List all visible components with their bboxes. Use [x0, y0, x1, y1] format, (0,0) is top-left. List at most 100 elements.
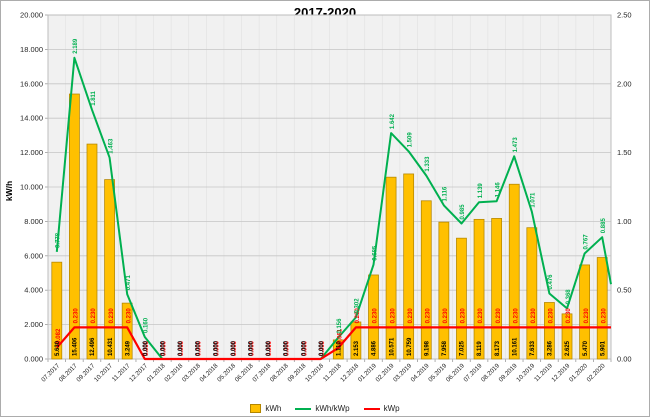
kwh-per-kwp-value-label: 1.071 — [531, 192, 537, 208]
kwp-value-label: 0.082 — [56, 328, 62, 344]
kwp-value-label: 0.000 — [232, 340, 238, 356]
y-axis-tick-label: 6.000 — [24, 251, 43, 260]
kwp-value-label: 0.000 — [214, 340, 220, 356]
right-axis-tick-label: 1.50 — [617, 148, 632, 157]
bar-value-label: 0.000 — [143, 340, 149, 356]
y-axis-tick-label: 8.000 — [24, 217, 43, 226]
bar-kwh — [526, 227, 538, 360]
bar-value-label: 12.496 — [90, 337, 96, 356]
bar-value-label: 9.198 — [424, 340, 430, 356]
kwp-value-label: 0.000 — [285, 340, 291, 356]
bar-kwh — [104, 179, 115, 360]
bar-value-label: 10.161 — [512, 337, 518, 356]
bar-kwh — [403, 173, 415, 360]
bar-kwh — [491, 218, 503, 360]
bar-value-label: 2.625 — [565, 340, 571, 356]
kwh-per-kwp-value-label: 0.985 — [460, 204, 466, 220]
kwp-value-label: 0.000 — [179, 340, 185, 356]
kwp-value-label: 0.230 — [109, 308, 115, 324]
right-axis-tick-label: 1.00 — [617, 217, 632, 226]
kwp-value-label: 0.000 — [197, 340, 203, 356]
bar-value-label: 7.025 — [460, 340, 466, 356]
bar-value-label: 8.173 — [495, 340, 501, 356]
bar-value-label: 0.000 — [266, 340, 272, 356]
legend-label: kWh — [265, 404, 282, 413]
x-axis-label: 10.2019 — [515, 362, 536, 383]
bar-kwh — [596, 257, 608, 360]
legend-label: kWh/kWp — [315, 404, 350, 413]
right-axis-tick-label: 2.50 — [617, 11, 632, 20]
kwh-per-kwp-value-label: 0.368 — [566, 289, 572, 305]
bar-value-label: 15.406 — [73, 337, 79, 356]
kwp-value-label: 0.230 — [425, 308, 431, 324]
kwp-value-label: 0.230 — [549, 308, 555, 324]
kwh-per-kwp-value-label: 1.811 — [91, 90, 97, 105]
kwh-per-kwp-value-label: 0.778 — [56, 232, 62, 248]
bar-value-label: 1.110 — [336, 341, 342, 356]
right-axis-tick-label: 2.00 — [617, 79, 632, 88]
kwp-value-label: 0.000 — [162, 340, 168, 356]
bar-value-label: 0.000 — [249, 340, 255, 356]
kwh-per-kwp-value-label: 1.116 — [443, 186, 449, 201]
kwp-value-label: 0.230 — [126, 308, 132, 324]
bar-value-label: 4.886 — [372, 340, 378, 356]
kwp-line — [55, 326, 611, 361]
kwp-value-label: 0.230 — [408, 308, 414, 324]
legend-item-kwh: kWh — [250, 404, 281, 413]
bar-value-label: 10.431 — [108, 337, 114, 356]
bar-kwh — [121, 302, 133, 360]
chart-legend: kWh kWh/kWp kWp — [1, 404, 649, 413]
kwh-per-kwp-value-label: 1.473 — [513, 137, 519, 153]
bar-value-label: 0.000 — [178, 340, 184, 356]
bar-value-label: 2.153 — [354, 340, 360, 356]
y-axis-tick-label: 16.000 — [20, 79, 43, 88]
kwp-value-label: 0.230 — [584, 308, 590, 324]
kwp-value-label: 0.230 — [496, 308, 502, 324]
bar-value-label: 10.571 — [389, 337, 395, 356]
legend-label: kWp — [383, 404, 400, 413]
bar-value-label: 0.000 — [301, 340, 307, 356]
bar-kwh — [385, 176, 397, 360]
kwh-per-kwp-value-label: 0.156 — [337, 318, 343, 334]
bar-value-label: 0.000 — [213, 340, 219, 356]
kwp-value-label: 0.230 — [531, 308, 537, 324]
legend-swatch-line — [295, 407, 312, 410]
bar-kwh — [473, 218, 485, 360]
bar-value-label: 3.286 — [548, 340, 554, 356]
bar-kwh — [508, 183, 520, 360]
bar-value-label: 0.000 — [196, 340, 202, 356]
kwp-value-label: 0.000 — [144, 340, 150, 356]
bar-value-label: 0.000 — [161, 340, 167, 356]
x-axis-label: 02.2020 — [586, 362, 607, 383]
legend-swatch-line — [363, 407, 380, 410]
bar-kwh — [544, 302, 555, 360]
bar-value-label: 3.249 — [125, 340, 131, 356]
kwp-value-label: 0.230 — [513, 308, 519, 324]
legend-swatch-bar — [250, 404, 262, 413]
kwh-per-kwp-value-label: 1.463 — [108, 138, 114, 154]
bar-kwh — [368, 274, 379, 360]
kwp-value-label: 0.081 — [337, 328, 343, 344]
bar-value-label: 5.630 — [55, 340, 61, 356]
kwh-per-kwp-value-label: 1.139 — [478, 183, 484, 199]
bar-kwh — [350, 321, 362, 360]
kwh-per-kwp-value-label: 1.509 — [407, 132, 413, 148]
bar-kwh — [579, 264, 590, 360]
kwp-value-label: 0.000 — [267, 340, 273, 356]
bar-value-label: 0.000 — [231, 340, 237, 356]
y-axis-tick-label: 12.000 — [20, 148, 43, 157]
bar-value-label: 8.119 — [477, 341, 483, 356]
kwp-value-label: 0.230 — [355, 308, 361, 324]
kwh-per-kwp-value-label: 2.189 — [73, 38, 79, 54]
plot-border — [47, 14, 612, 360]
kwp-value-label: 0.230 — [74, 308, 80, 324]
kwh-per-kwp-value-label: 0.160 — [144, 317, 150, 333]
bar-value-label: 10.759 — [407, 337, 413, 356]
y-axis-tick-label: 4.000 — [24, 286, 43, 295]
bar-value-label: 5.901 — [600, 340, 606, 356]
bar-value-label: 7.633 — [530, 340, 536, 356]
x-axis-label: 10.2017 — [93, 362, 114, 383]
kwp-value-label: 0.230 — [601, 308, 607, 324]
